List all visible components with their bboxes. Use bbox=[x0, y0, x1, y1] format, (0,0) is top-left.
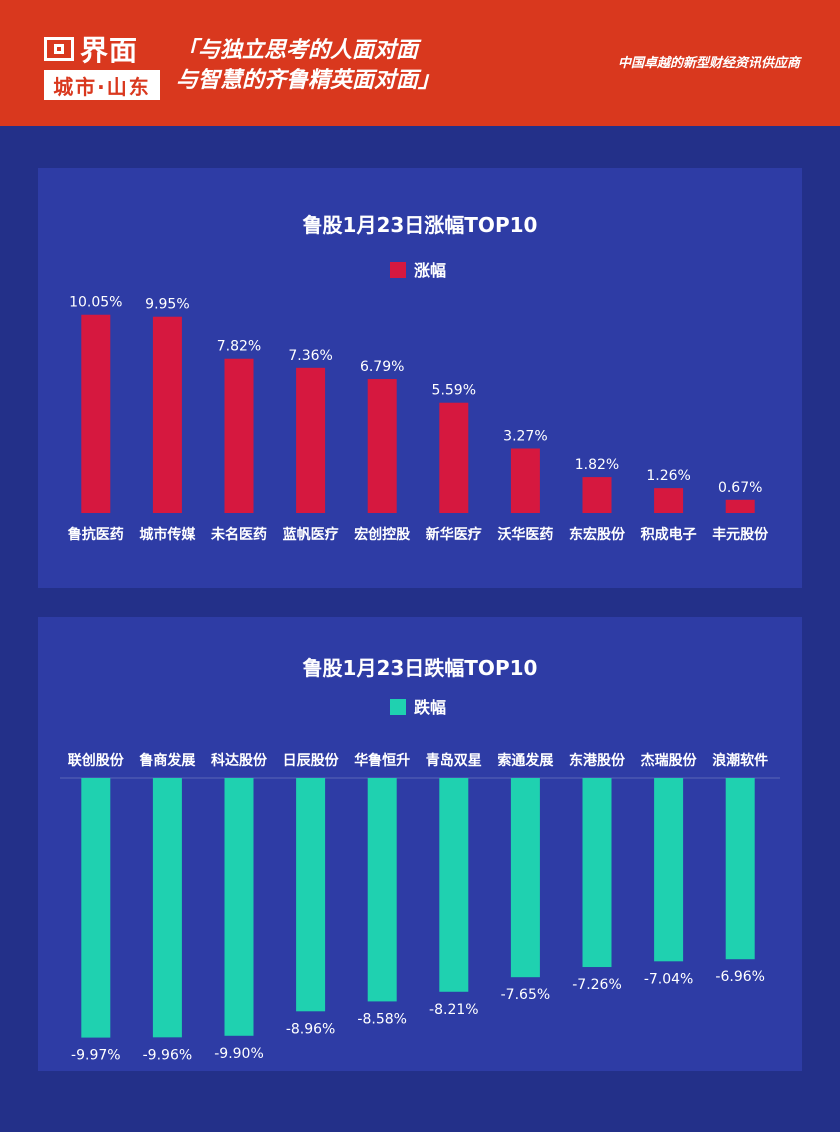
gain-bar bbox=[510, 448, 540, 513]
loss-bar bbox=[582, 778, 612, 968]
gain-bar bbox=[582, 477, 612, 513]
slogan-line-1: 「与独立思考的人面对面 bbox=[176, 38, 419, 63]
gain-chart-panel: 鲁股1月23日涨幅TOP10 涨幅 10.05% 鲁抗医药 9.95% 城市传媒 7.82%… bbox=[38, 168, 802, 588]
loss-category-label: 华鲁恒升 bbox=[354, 752, 410, 769]
loss-category-label: 鲁商发展 bbox=[138, 752, 195, 769]
loss-value-label: -7.65% bbox=[501, 987, 551, 1003]
gain-value-label: 7.82% bbox=[217, 339, 261, 355]
loss-bar bbox=[81, 778, 111, 1038]
gain-category-label: 东宏股份 bbox=[569, 526, 626, 543]
loss-category-label: 科达股份 bbox=[211, 752, 268, 769]
legend-swatch bbox=[390, 262, 406, 278]
gain-value-label: 0.67% bbox=[718, 480, 762, 496]
loss-value-label: -9.90% bbox=[214, 1046, 264, 1062]
gain-category-label: 沃华医药 bbox=[497, 526, 553, 543]
loss-bar bbox=[654, 778, 684, 962]
loss-bar bbox=[367, 778, 397, 1002]
loss-value-label: -9.96% bbox=[143, 1047, 193, 1063]
legend-label: 涨幅 bbox=[414, 261, 446, 280]
loss-bar bbox=[510, 778, 540, 978]
loss-bar bbox=[224, 778, 254, 1036]
gain-category-label: 未名医药 bbox=[211, 526, 267, 543]
gain-category-label: 丰元股份 bbox=[712, 526, 769, 543]
loss-category-label: 杰瑞股份 bbox=[641, 752, 698, 769]
loss-category-label: 浪潮软件 bbox=[712, 752, 768, 769]
loss-category-label: 青岛双星 bbox=[426, 752, 482, 769]
gain-value-label: 1.82% bbox=[575, 457, 619, 473]
tagline: 中国卓越的新型财经资讯供应商 bbox=[617, 56, 800, 71]
loss-category-label: 日辰股份 bbox=[283, 752, 340, 769]
gain-category-label: 鲁抗医药 bbox=[67, 526, 124, 543]
loss-value-label: -8.58% bbox=[357, 1011, 407, 1027]
gain-category-label: 积成电子 bbox=[641, 526, 697, 543]
gain-category-label: 新华医疗 bbox=[426, 526, 482, 543]
gain-bar bbox=[81, 314, 111, 513]
logo-mark-icon bbox=[44, 37, 74, 61]
chart-title: 鲁股1月23日跌幅TOP10 bbox=[303, 656, 538, 680]
loss-value-label: -7.26% bbox=[572, 977, 622, 993]
loss-value-label: -8.21% bbox=[429, 1002, 479, 1018]
logo-title: 界面 bbox=[80, 34, 139, 67]
slogan-line-2: 与智慧的齐鲁精英面对面」 bbox=[176, 68, 441, 93]
gain-bar bbox=[439, 402, 469, 513]
legend-label: 跌幅 bbox=[414, 698, 446, 717]
gain-category-label: 蓝帆医疗 bbox=[283, 526, 339, 543]
gain-bar bbox=[654, 488, 684, 513]
loss-category-label: 索通发展 bbox=[497, 752, 553, 769]
loss-bar bbox=[439, 778, 469, 992]
brand-logo: 界面 城市·山东 bbox=[44, 32, 160, 102]
gain-value-label: 7.36% bbox=[288, 348, 332, 364]
gain-chart: 鲁股1月23日涨幅TOP10 涨幅 10.05% 鲁抗医药 9.95% 城市传媒 7.82%… bbox=[67, 213, 769, 543]
loss-value-label: -6.96% bbox=[715, 969, 765, 985]
loss-value-label: -9.97% bbox=[71, 1048, 121, 1064]
gain-value-label: 6.79% bbox=[360, 359, 404, 375]
loss-bar bbox=[725, 778, 755, 960]
loss-category-label: 联创股份 bbox=[68, 752, 125, 769]
gain-category-label: 城市传媒 bbox=[139, 526, 196, 543]
loss-chart-panel: 鲁股1月23日跌幅TOP10 跌幅联创股份 -9.97% 鲁商发展 -9.96% 科达股份… bbox=[38, 617, 802, 1071]
gain-bar bbox=[152, 316, 182, 513]
loss-bar bbox=[296, 778, 326, 1012]
legend-swatch bbox=[390, 699, 406, 715]
loss-value-label: -8.96% bbox=[286, 1021, 336, 1037]
gain-value-label: 3.27% bbox=[503, 428, 547, 444]
slogan: 「与独立思考的人面对面 与智慧的齐鲁精英面对面」 bbox=[176, 36, 440, 96]
loss-category-label: 东港股份 bbox=[569, 752, 626, 769]
gain-category-label: 宏创控股 bbox=[354, 526, 411, 543]
gain-bar bbox=[367, 379, 397, 513]
gain-bar bbox=[224, 358, 254, 513]
logo-subtitle: 城市·山东 bbox=[44, 70, 160, 100]
gain-bar bbox=[296, 367, 326, 513]
loss-bar bbox=[152, 778, 182, 1038]
gain-value-label: 9.95% bbox=[145, 297, 189, 313]
chart-title: 鲁股1月23日涨幅TOP10 bbox=[303, 213, 538, 237]
gain-value-label: 1.26% bbox=[646, 468, 690, 484]
loss-value-label: -7.04% bbox=[644, 971, 694, 987]
gain-bar bbox=[725, 499, 755, 513]
gain-value-label: 10.05% bbox=[69, 295, 122, 311]
header-banner: 界面 城市·山东 「与独立思考的人面对面 与智慧的齐鲁精英面对面」 中国卓越的新… bbox=[0, 0, 840, 126]
gain-value-label: 5.59% bbox=[432, 383, 476, 399]
